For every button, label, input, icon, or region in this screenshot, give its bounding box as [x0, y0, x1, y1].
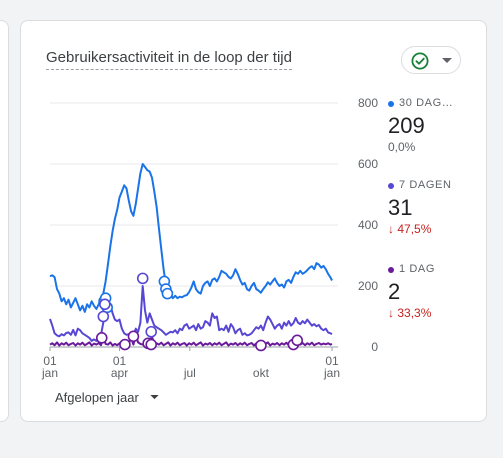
anomaly-marker	[97, 310, 110, 323]
legend-dot-7-days	[388, 182, 394, 189]
caret-down-icon	[442, 58, 452, 63]
anomaly-marker	[161, 287, 174, 300]
metric-7-days: 7 DAGEN 31 ↓ 47,5%	[388, 179, 452, 236]
anomaly-marker	[99, 298, 111, 311]
anomaly-marker	[291, 334, 304, 347]
metric-label: 7 DAGEN	[399, 179, 452, 191]
series-line	[49, 333, 333, 347]
anomaly-marker	[119, 338, 131, 351]
metric-change: 0,0%	[388, 140, 416, 154]
metric-change: 47,5%	[397, 222, 432, 236]
check-circle-icon	[411, 52, 429, 70]
y-tick-label: 0	[371, 340, 378, 354]
anomaly-marker	[255, 339, 267, 352]
caret-down-icon	[150, 395, 159, 400]
activity-line-chart: 0 200 400 600 800 01 jan 01 apr jul okt 01 jan	[41, 96, 378, 380]
anomaly-marker	[127, 330, 140, 343]
y-tick-label: 800	[358, 96, 378, 110]
anomaly-marker	[136, 272, 149, 285]
anomaly-marker	[95, 332, 108, 344]
y-tick-label: 600	[358, 157, 378, 171]
arrow-down-icon: ↓	[388, 222, 398, 236]
x-tick-label: okt	[253, 366, 270, 380]
metric-label: 1 DAG	[399, 263, 436, 275]
legend-dot-30-days	[388, 100, 394, 107]
arrow-down-icon: ↓	[388, 306, 398, 320]
card-title: Gebruikersactiviteit in de loop der tijd	[46, 48, 292, 70]
metric-value: 2	[388, 279, 401, 304]
metric-value: 31	[388, 195, 413, 220]
metric-change: 33,3%	[397, 306, 432, 320]
legend-dot-1-day	[388, 266, 394, 273]
y-tick-label: 400	[358, 218, 378, 232]
date-range-dropdown[interactable]: Afgelopen jaar	[55, 390, 159, 405]
date-range-label: Afgelopen jaar	[55, 390, 139, 405]
x-tick-label: jul	[183, 366, 196, 380]
metric-1-day: 1 DAG 2 ↓ 33,3%	[388, 263, 435, 320]
metric-30-days: 30 DAG… 209 0,0%	[388, 97, 453, 154]
anomaly-marker	[145, 338, 158, 351]
metric-label: 30 DAG…	[399, 97, 454, 109]
user-activity-card: Gebruikersactiviteit in de loop der tijd…	[20, 20, 487, 422]
series-line	[49, 285, 333, 342]
x-tick-label: 01 jan	[41, 354, 58, 380]
anomaly-marker	[145, 325, 158, 338]
series-line	[49, 163, 333, 313]
metric-value: 209	[388, 113, 425, 138]
adjacent-card-edge	[0, 20, 9, 422]
x-tick-label: 01 apr	[111, 354, 128, 380]
x-tick-label: 01 jan	[323, 354, 340, 380]
y-tick-label: 200	[358, 279, 378, 293]
status-dropdown-button[interactable]	[401, 46, 461, 74]
